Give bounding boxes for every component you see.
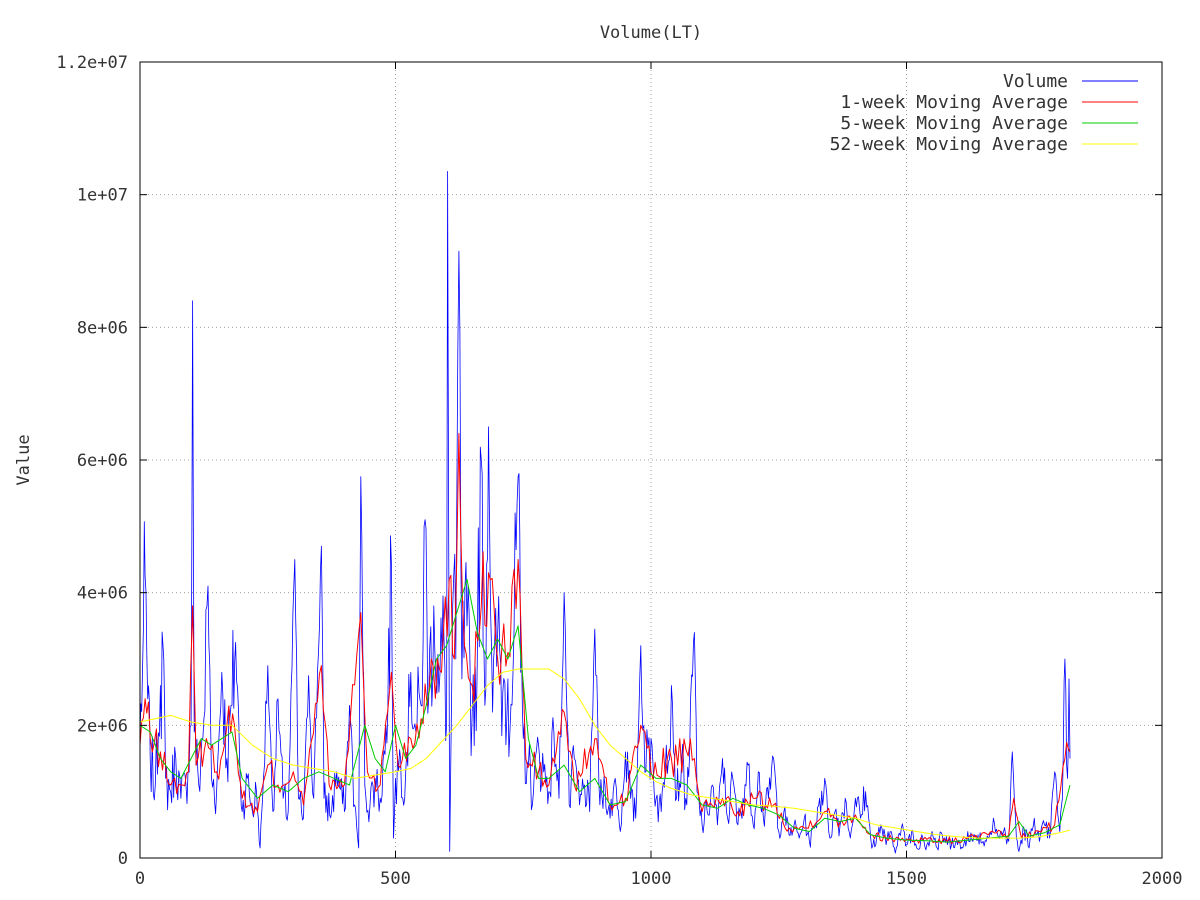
x-tick-label: 2000 (1142, 869, 1183, 889)
x-tick-label: 1500 (886, 869, 927, 889)
series-line-1-week-moving-average (139, 433, 1071, 845)
y-tick-label: 1.2e+07 (56, 53, 128, 73)
y-tick-label: 1e+07 (77, 186, 128, 206)
series-line-52-week-moving-average (139, 668, 1071, 839)
axis-ticks: 0 500 1000 1500 2000 0 2e+06 4e+06 6e+06 8e+06 1e+… (56, 53, 1182, 889)
y-tick-label: 0 (118, 849, 128, 869)
legend-label: Volume (1003, 71, 1068, 92)
y-axis-label: Value (14, 434, 34, 485)
x-tick-label: 1000 (631, 869, 672, 889)
series-line-5-week-moving-average (139, 578, 1071, 843)
y-tick-label: 8e+06 (77, 318, 128, 338)
series-lines (139, 171, 1071, 854)
y-tick-label: 6e+06 (77, 451, 128, 471)
legend-label: 52-week Moving Average (830, 134, 1068, 155)
x-tick-label: 500 (380, 869, 411, 889)
legend-label: 1-week Moving Average (840, 92, 1068, 113)
y-tick-label: 2e+06 (77, 716, 128, 736)
legend-label: 5-week Moving Average (840, 113, 1068, 134)
grid-lines (140, 62, 1162, 858)
chart-title: Volume(LT) (600, 23, 702, 43)
x-tick-label: 0 (135, 869, 145, 889)
y-tick-label: 4e+06 (77, 584, 128, 604)
series-line-volume (139, 171, 1071, 854)
